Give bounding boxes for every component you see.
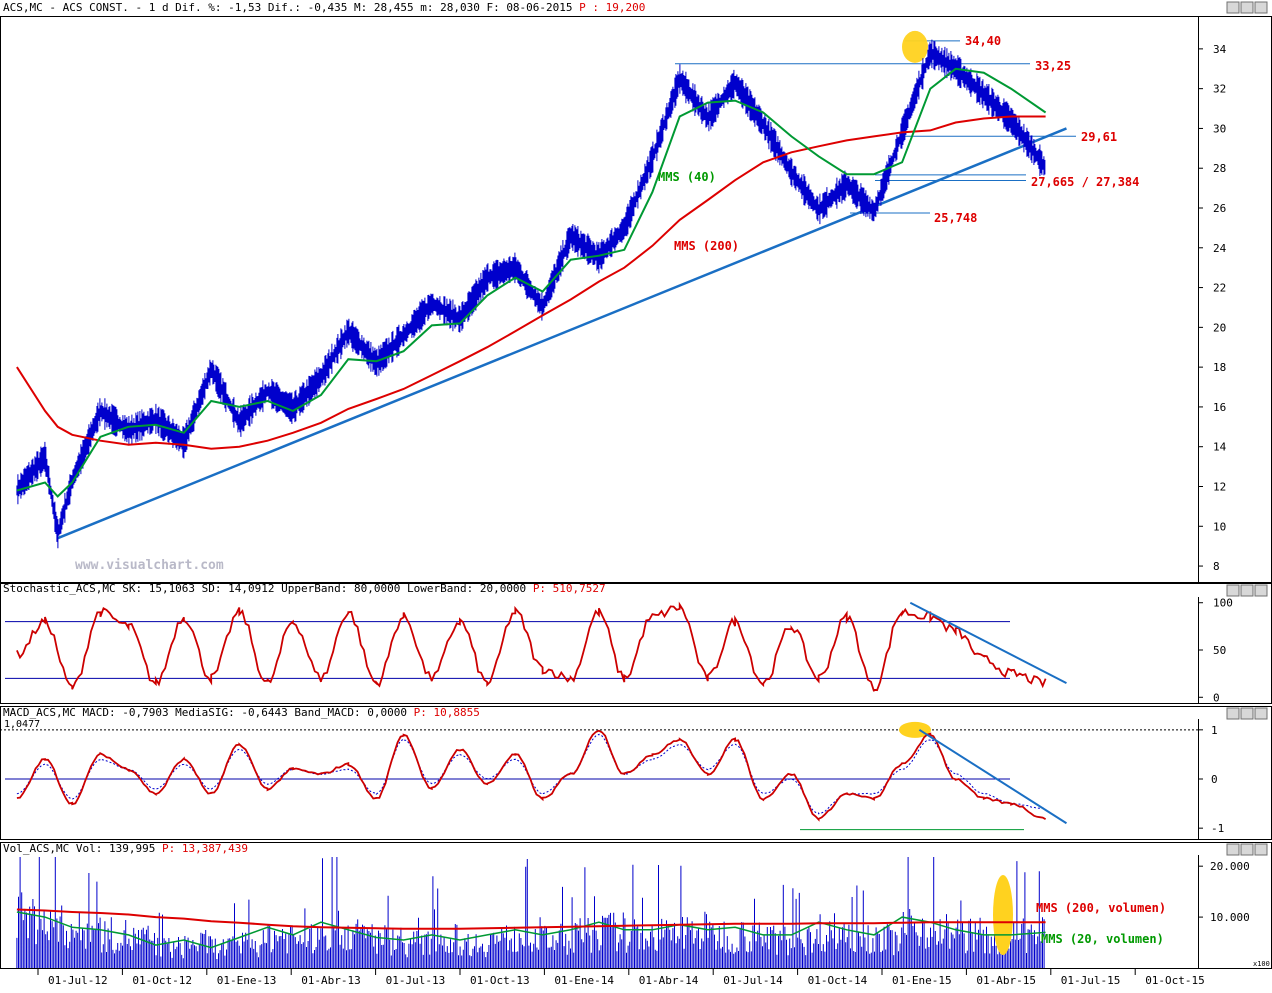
stoch-y-tick-label: 0 [1213, 691, 1220, 704]
level-label-29-61: 29,61 [1081, 130, 1117, 144]
x-tick-label: 01-Jul-12 [48, 974, 108, 987]
macd-y-tick-label: 1 [1211, 724, 1218, 737]
level-label-33-25: 33,25 [1035, 59, 1071, 73]
macd-line [16, 729, 1047, 822]
watermark: www.visualchart.com [75, 558, 224, 573]
minimize-icon[interactable] [1226, 707, 1240, 720]
macd-panel-frame [0, 706, 1272, 840]
price-y-tick-label: 28 [1213, 162, 1226, 175]
price-y-tick-label: 20 [1213, 321, 1226, 334]
x-tick-label: 01-Oct-12 [132, 974, 192, 987]
mms40-label: MMS (40) [658, 170, 716, 184]
restore-icon[interactable] [1240, 1, 1254, 14]
price-y-tick-label: 26 [1213, 202, 1226, 215]
level-label-25-748: 25,748 [934, 211, 977, 225]
price-panel-title: ACS,MC - ACS CONST. - 1 d Dif. %: -1,53 … [3, 1, 645, 14]
price-y-tick-label: 12 [1213, 480, 1226, 493]
price-y-tick-label: 18 [1213, 361, 1226, 374]
minimize-icon[interactable] [1226, 843, 1240, 856]
x-tick-label: 01-Jul-15 [1061, 974, 1121, 987]
volume-bars [16, 857, 1045, 968]
x-tick-label: 01-Ene-15 [892, 974, 952, 987]
volume-window-buttons [1226, 843, 1268, 856]
macd-peak-highlight [899, 721, 931, 738]
restore-icon[interactable] [1240, 707, 1254, 720]
peak-highlight [902, 30, 928, 63]
close-icon[interactable] [1254, 584, 1268, 597]
stochastic-panel-frame [0, 583, 1272, 704]
level-label-27-665: 27,665 / 27,384 [1031, 175, 1139, 189]
price-bars [16, 39, 1046, 549]
price-y-tick-label: 14 [1213, 441, 1227, 454]
volume-scale-note: x100 [1253, 960, 1270, 968]
x-tick-label: 01-Oct-14 [808, 974, 868, 987]
macd-window-buttons [1226, 707, 1268, 720]
volume-panel-title: Vol_ACS,MC Vol: 139,995 P: 13,387,439 [3, 842, 248, 855]
x-tick-label: 01-Abr-13 [301, 974, 361, 987]
price-y-tick-label: 24 [1213, 242, 1227, 255]
level-label-34-40: 34,40 [965, 34, 1001, 48]
vol-mms20-line [16, 911, 1046, 949]
x-tick-label: 01-Ene-13 [217, 974, 277, 987]
close-icon[interactable] [1254, 1, 1268, 14]
stochastic-line [16, 601, 1047, 692]
restore-icon[interactable] [1240, 584, 1254, 597]
volume-layer [16, 857, 1046, 968]
macd-trendline [918, 728, 1068, 825]
vol20-label: MMS (20, volumen) [1041, 932, 1164, 946]
macd-panel-title: MACD_ACS,MC MACD: -0,7903 MediaSIG: -0,6… [3, 706, 480, 719]
volume-y-tick-label: 10.000 [1210, 911, 1250, 924]
x-tick-label: 01-Ene-14 [554, 974, 614, 987]
price-y-tick-label: 8 [1213, 560, 1220, 573]
x-tick-label: 01-Oct-13 [470, 974, 530, 987]
price-y-tick-label: 34 [1213, 43, 1227, 56]
stochastic-panel-title: Stochastic_ACS,MC SK: 15,1063 SD: 14,091… [3, 582, 606, 595]
price-y-tick-label: 16 [1213, 401, 1226, 414]
close-icon[interactable] [1254, 707, 1268, 720]
long-term-trendline [57, 127, 1067, 540]
mms200-line [16, 115, 1046, 450]
x-tick-label: 01-Abr-14 [639, 974, 699, 987]
stochastic-layer [5, 601, 1067, 692]
price-y-tick-label: 22 [1213, 282, 1226, 295]
x-tick-label: 01-Jul-13 [386, 974, 446, 987]
close-icon[interactable] [1254, 843, 1268, 856]
macd-truncated-label: 1,0477 [4, 719, 40, 730]
stoch-trendline [909, 601, 1067, 684]
vol200-label: MMS (200, volumen) [1036, 901, 1166, 915]
price-window-buttons [1226, 1, 1268, 14]
price-y-tick-label: 30 [1213, 122, 1226, 135]
macd-layer [0, 721, 1198, 831]
volume-y-tick-label: 20.000 [1210, 860, 1250, 873]
x-tick-label: 01-Jul-14 [723, 974, 783, 987]
price-y-tick-label: 32 [1213, 83, 1226, 96]
volume-highlight [993, 875, 1013, 955]
restore-icon[interactable] [1240, 843, 1254, 856]
price-y-tick-label: 10 [1213, 520, 1226, 533]
macd-signal-line [16, 733, 1046, 815]
price-layer [16, 30, 1076, 549]
x-tick-label: 01-Oct-15 [1145, 974, 1205, 987]
minimize-icon[interactable] [1226, 584, 1240, 597]
stoch-y-tick-label: 100 [1213, 597, 1233, 610]
macd-y-tick-label: -1 [1211, 822, 1224, 835]
stochastic-window-buttons [1226, 584, 1268, 597]
macd-y-tick-label: 0 [1211, 773, 1218, 786]
panel-frames [0, 16, 1272, 969]
price-panel-frame [0, 16, 1272, 583]
minimize-icon[interactable] [1226, 1, 1240, 14]
mms40-line [16, 67, 1047, 498]
mms200-label: MMS (200) [674, 239, 739, 253]
x-tick-label: 01-Abr-15 [976, 974, 1036, 987]
stoch-y-tick-label: 50 [1213, 644, 1226, 657]
vol-mms200-line [16, 908, 1046, 930]
